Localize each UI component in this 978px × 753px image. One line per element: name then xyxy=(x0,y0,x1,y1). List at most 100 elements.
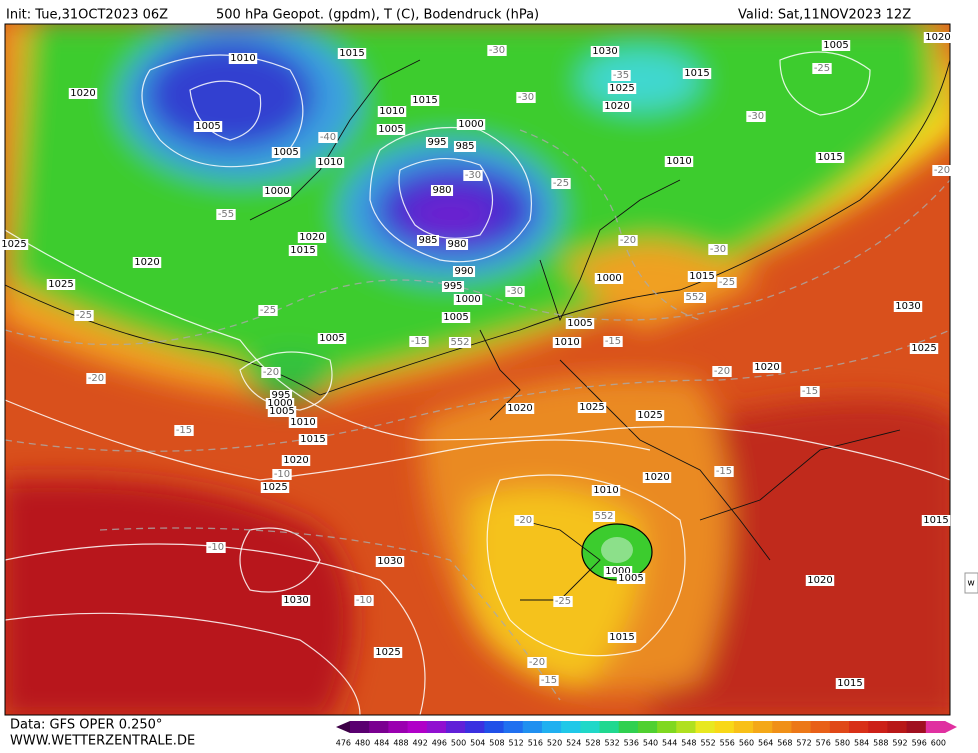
temperature-label-box xyxy=(683,292,707,303)
colorbar-tick-label: 524 xyxy=(566,739,581,748)
temperature-label-box xyxy=(448,337,472,348)
colorbar-tick-label: 488 xyxy=(393,739,408,748)
temperature-label-box xyxy=(932,165,952,176)
colorbar-swatch xyxy=(868,721,888,733)
temperature-label-box xyxy=(216,209,236,220)
isobar-label: 1020 xyxy=(925,32,950,43)
isobar-label-box xyxy=(288,417,318,428)
temperature-label: 552 xyxy=(685,292,704,303)
isobar-label: 1005 xyxy=(567,318,592,329)
temperature-label: -25 xyxy=(719,277,735,288)
isobar-label-box xyxy=(297,232,327,243)
colorbar-swatch xyxy=(887,721,908,733)
colorbar-swatch xyxy=(810,721,831,733)
isobar-label: 1025 xyxy=(262,482,287,493)
isobar-label: 1005 xyxy=(618,573,643,584)
isobar-label: 1000 xyxy=(455,294,480,305)
isobar-label: 1015 xyxy=(923,515,948,526)
isobar-label: 1020 xyxy=(644,472,669,483)
temperature-label: -15 xyxy=(605,336,621,347)
isobar-label: 985 xyxy=(455,141,474,152)
colorbar-tick-label: 484 xyxy=(374,739,389,748)
colorbar-swatch xyxy=(503,721,524,733)
colorbar-tick-label: 572 xyxy=(796,739,811,748)
colorbar-swatch xyxy=(849,721,869,733)
colorbar-tick-label: 504 xyxy=(470,739,485,748)
isobar-label: 990 xyxy=(454,266,473,277)
isobar-label: 1025 xyxy=(48,279,73,290)
isobar-label-box xyxy=(591,485,621,496)
temperature-label-box xyxy=(746,111,766,122)
isobar-label-box xyxy=(805,575,835,586)
colorbar-swatch xyxy=(695,721,716,733)
colorbar-tick-label: 476 xyxy=(336,739,351,748)
side-tab[interactable] xyxy=(964,572,978,594)
temperature-label-box xyxy=(487,45,507,56)
colorbar-swatch xyxy=(906,721,927,733)
temperature-label-box xyxy=(409,336,429,347)
temperature-label: -30 xyxy=(518,92,534,103)
temperature-label-box xyxy=(206,542,226,553)
colorbar-tick-label: 548 xyxy=(681,739,696,748)
isobar-label-box xyxy=(642,472,672,483)
isobar-label: 1000 xyxy=(458,119,483,130)
isobar-label-box xyxy=(260,482,290,493)
colorbar-tick-label: 540 xyxy=(643,739,658,748)
temperature-label: -25 xyxy=(76,310,92,321)
isobar-label: 980 xyxy=(447,239,466,250)
temperature-label: -15 xyxy=(802,386,818,397)
isobar-label-box xyxy=(687,271,717,282)
isobar-label: 1020 xyxy=(70,88,95,99)
isobar-label: 1015 xyxy=(339,48,364,59)
colorbar-swatch xyxy=(676,721,696,733)
isobar-label: 1015 xyxy=(817,152,842,163)
isobar-label: 1020 xyxy=(604,101,629,112)
isobar-label: 1000 xyxy=(267,398,292,409)
isobar-label: 995 xyxy=(443,281,462,292)
isobar-label: 1010 xyxy=(554,337,579,348)
isobar-label: 1025 xyxy=(1,239,26,250)
isobar-label: 1000 xyxy=(264,186,289,197)
colorbar-swatch xyxy=(484,721,505,733)
isobar-label-box xyxy=(456,119,486,130)
isobar-label-box xyxy=(452,266,476,277)
temperature-label-box xyxy=(272,469,292,480)
colorbar-swatch xyxy=(829,721,850,733)
isobar-label-box xyxy=(281,595,311,606)
colorbar-swatch xyxy=(925,721,946,733)
isobar-label-box xyxy=(607,632,637,643)
isobar-label-box xyxy=(505,403,535,414)
temperature-label-box xyxy=(708,244,728,255)
isobar-label-box xyxy=(410,95,440,106)
colorbar-tick-label: 568 xyxy=(777,739,792,748)
temperature-label-box xyxy=(527,657,547,668)
isobar-label: 1005 xyxy=(378,124,403,135)
colorbar-tick-label: 600 xyxy=(931,739,946,748)
isobar-label-box xyxy=(375,556,405,567)
isobar-label-box xyxy=(565,318,595,329)
isobar-label: 1010 xyxy=(290,417,315,428)
isobar-label-box xyxy=(603,566,633,577)
isobar-label-box xyxy=(821,40,851,51)
side-tab-label[interactable]: w xyxy=(967,579,974,589)
isobar-label-box xyxy=(46,279,76,290)
colorbar-swatch xyxy=(407,721,428,733)
isobar-label-box xyxy=(552,337,582,348)
colorbar-swatch xyxy=(657,721,677,733)
isobar-label-box xyxy=(909,343,939,354)
isobar-label: 1005 xyxy=(195,121,220,132)
isobar-label-box xyxy=(132,257,162,268)
temperature-label-box xyxy=(603,336,623,347)
isobar-label-box xyxy=(815,152,845,163)
isobar-label-box xyxy=(430,185,454,196)
temperature-label: -30 xyxy=(489,45,505,56)
isobar-label: 1020 xyxy=(283,455,308,466)
colorbar-swatch xyxy=(733,721,754,733)
isobar-label-box xyxy=(269,390,293,401)
colorbar-tick-label: 500 xyxy=(451,739,466,748)
temperature-label: -20 xyxy=(620,235,636,246)
isobar-label-box xyxy=(577,402,607,413)
temperature-label-box xyxy=(618,235,638,246)
isobar-label-box xyxy=(835,678,865,689)
temperature-label-box xyxy=(539,675,559,686)
